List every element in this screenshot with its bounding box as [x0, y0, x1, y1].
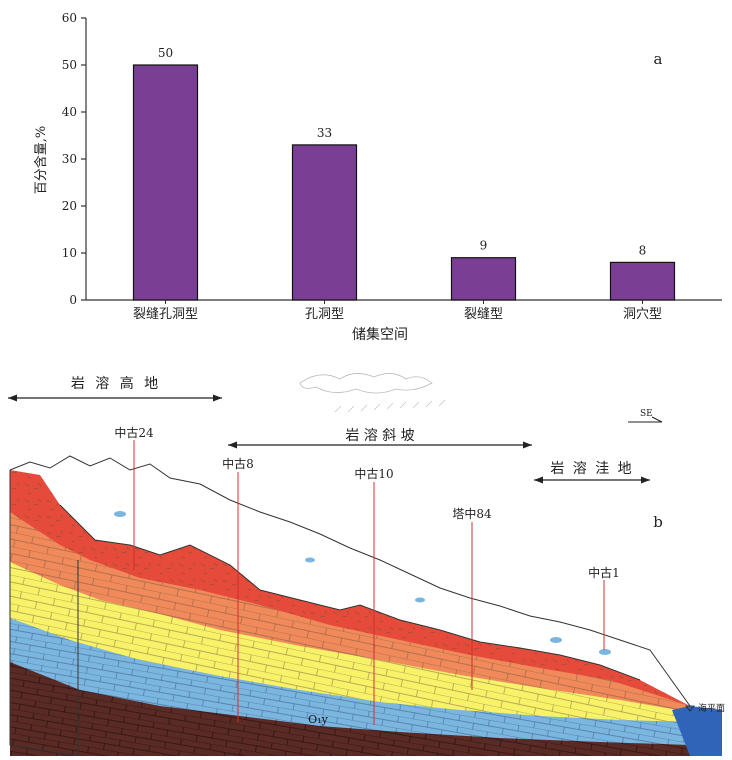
- lake-icon: [599, 649, 611, 655]
- y-tick-label: 30: [62, 152, 77, 166]
- brown-layer-texture: [10, 662, 690, 756]
- lake-icon: [415, 597, 425, 603]
- y-tick-label: 60: [62, 11, 77, 25]
- zone-label-highland: 岩 溶 高 地: [71, 375, 161, 392]
- bar-value-label: 50: [158, 46, 173, 60]
- bar-data-labels: 50 33 9 8: [158, 46, 646, 257]
- sketch-cloud: [299, 373, 433, 394]
- panel-label-b: b: [653, 513, 663, 531]
- panel-label-a: a: [654, 50, 663, 68]
- y-axis-title: 百分含量,%: [33, 126, 49, 195]
- well-label: 中古24: [114, 425, 154, 440]
- block-edge-left: [9, 470, 79, 757]
- karst-block-diagram: 岩 溶 高 地 岩 溶 斜 坡 岩 溶 洼 地 SE: [8, 373, 725, 757]
- surface-edge: [59, 504, 641, 681]
- bar: [291, 144, 358, 301]
- zone-arrow-highland: [8, 394, 222, 402]
- bar-value-label: 33: [317, 126, 332, 140]
- category-label: 孔洞型: [305, 307, 344, 322]
- bar: [609, 261, 676, 301]
- zone-arrow-depression: [534, 476, 650, 484]
- bar-series: [132, 64, 676, 301]
- well-label: 中古1: [588, 565, 620, 580]
- bar: [132, 64, 199, 301]
- zone-label-slope: 岩 溶 斜 坡: [345, 428, 414, 444]
- bar-value-label: 9: [480, 239, 488, 253]
- lake-icon: [550, 637, 562, 643]
- category-labels: 裂缝孔洞型 孔洞型 裂缝型 洞穴型: [133, 300, 662, 322]
- bar-chart: 0 10 20 30 40 50 60 50 33 9 8 裂缝孔洞型 孔洞型 裂缝型 洞穴型 储集空间…: [33, 11, 722, 343]
- bar-value-label: 8: [639, 243, 647, 257]
- y-tick-label: 40: [62, 105, 77, 119]
- category-label: 洞穴型: [623, 307, 662, 322]
- well-label: 中古8: [222, 456, 254, 471]
- well-label: 中古10: [354, 466, 393, 481]
- sea-level-triangle-icon: [685, 705, 695, 712]
- y-tick-label: 0: [69, 293, 77, 307]
- well-label: 塔中84: [452, 506, 492, 521]
- x-axis-title: 储集空间: [352, 326, 408, 343]
- lake-icon: [305, 557, 315, 563]
- direction-arrow-icon: [628, 416, 663, 423]
- stratum-label: O₁y: [308, 713, 328, 726]
- ridge-line: [9, 455, 691, 707]
- zone-label-depression: 岩 溶 洼 地: [550, 461, 633, 477]
- sea-level-label: 海平面: [698, 702, 725, 714]
- sketch-rain: [334, 399, 446, 413]
- y-tick-label: 20: [62, 199, 77, 213]
- bar: [450, 257, 517, 301]
- y-tick-label: 50: [62, 58, 77, 72]
- y-tick-label: 10: [62, 246, 77, 260]
- lake-icon: [114, 511, 126, 517]
- direction-label: SE: [640, 409, 653, 419]
- category-label: 裂缝孔洞型: [133, 307, 198, 322]
- wells: 中古24 中古8 中古10 塔中84 中古1: [114, 425, 620, 725]
- zone-arrow-slope: [228, 441, 532, 449]
- sea-water: [672, 706, 722, 756]
- category-label: 裂缝型: [464, 307, 503, 322]
- y-axis-ticks: 0 10 20 30 40 50 60: [62, 11, 86, 307]
